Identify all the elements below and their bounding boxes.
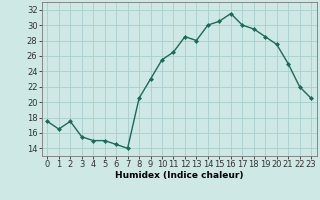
X-axis label: Humidex (Indice chaleur): Humidex (Indice chaleur)	[115, 171, 244, 180]
